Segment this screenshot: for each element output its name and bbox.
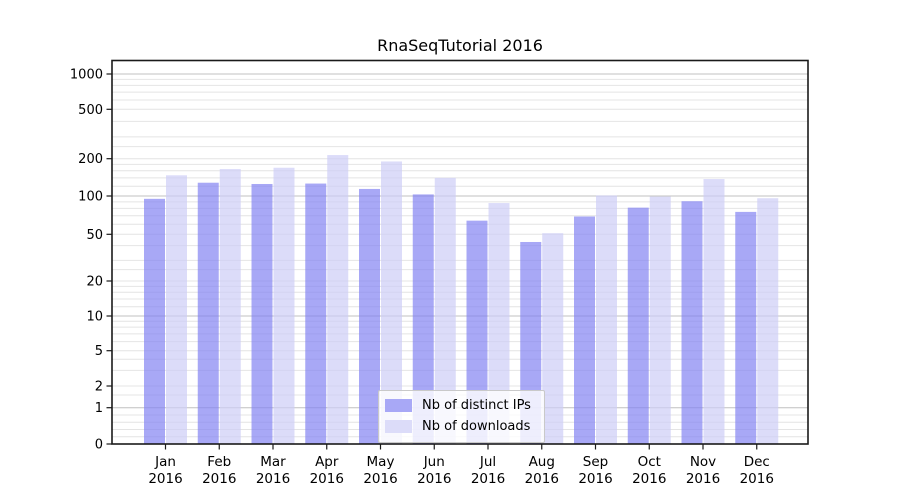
y-tick-label: 100 <box>78 190 103 205</box>
x-tick-year-apr: 2016 <box>310 471 344 487</box>
bar-jan-downloads <box>166 175 187 444</box>
x-tick-label-oct: Oct <box>638 454 661 470</box>
bar-feb-distinct-ips <box>197 182 219 445</box>
bar-jun-distinct-ips <box>412 194 434 444</box>
x-tick-label-sep: Sep <box>583 454 608 470</box>
bar-may-downloads <box>381 161 402 445</box>
bar-dec-distinct-ips <box>735 211 757 444</box>
y-tick-label: 50 <box>86 228 103 243</box>
y-tick-label: 20 <box>86 275 103 290</box>
x-tick-label-aug: Aug <box>529 454 555 470</box>
x-tick-label-nov: Nov <box>690 454 716 470</box>
bar-jul-downloads <box>488 203 510 444</box>
y-tick-label: 2 <box>95 380 103 395</box>
bar-may-distinct-ips <box>359 188 380 444</box>
legend-item-distinct-ips: Nb of distinct IPs <box>385 396 536 415</box>
legend-label-distinct-ips: Nb of distinct IPs <box>422 398 531 413</box>
bar-apr-distinct-ips <box>305 183 327 444</box>
bar-mar-downloads <box>273 167 295 444</box>
bar-nov-distinct-ips <box>681 201 703 444</box>
chart-title: RnaSeqTutorial 2016 <box>377 36 543 55</box>
bar-oct-distinct-ips <box>627 207 649 444</box>
x-tick-year-sep: 2016 <box>578 471 612 487</box>
bar-mar-distinct-ips <box>251 183 273 445</box>
bar-jul-distinct-ips <box>466 220 488 444</box>
x-tick-year-mar: 2016 <box>256 471 290 487</box>
bar-aug-downloads <box>542 233 564 444</box>
x-tick-label-feb: Feb <box>207 454 231 470</box>
bar-feb-downloads <box>219 169 241 445</box>
x-tick-year-nov: 2016 <box>686 471 720 487</box>
legend-item-downloads: Nb of downloads <box>385 417 536 436</box>
bar-apr-downloads <box>327 155 349 445</box>
y-tick-label: 200 <box>78 152 103 167</box>
x-tick-year-may: 2016 <box>363 471 397 487</box>
bar-jun-downloads <box>434 177 456 444</box>
bar-nov-downloads <box>703 179 725 444</box>
legend-swatch-distinct-ips <box>385 399 412 412</box>
x-tick-year-feb: 2016 <box>202 471 236 487</box>
x-tick-year-jul: 2016 <box>471 471 505 487</box>
y-tick-label: 1000 <box>70 68 103 83</box>
x-tick-year-dec: 2016 <box>740 471 774 487</box>
bar-sep-downloads <box>596 195 617 444</box>
x-tick-label-dec: Dec <box>744 454 770 470</box>
x-tick-label-may: May <box>367 454 395 470</box>
legend-swatch-downloads <box>385 420 412 433</box>
plot-border <box>111 59 809 445</box>
legend: Nb of distinct IPs Nb of downloads <box>378 390 545 443</box>
y-tick-label: 10 <box>86 310 103 325</box>
x-tick-year-aug: 2016 <box>525 471 559 487</box>
x-tick-year-jan: 2016 <box>148 471 182 487</box>
x-tick-label-jan: Jan <box>154 454 176 470</box>
x-tick-label-jul: Jul <box>479 454 496 470</box>
x-tick-label-jun: Jun <box>423 454 445 470</box>
bar-dec-downloads <box>757 198 779 444</box>
x-tick-label-mar: Mar <box>260 454 286 470</box>
legend-label-downloads: Nb of downloads <box>422 419 531 434</box>
bar-oct-downloads <box>649 196 671 444</box>
x-tick-year-jun: 2016 <box>417 471 451 487</box>
bar-sep-distinct-ips <box>574 216 595 444</box>
y-tick-label: 1 <box>95 401 103 416</box>
y-tick-label: 5 <box>95 344 103 359</box>
y-tick-label: 500 <box>78 103 103 118</box>
bar-jan-distinct-ips <box>144 198 165 444</box>
x-tick-year-oct: 2016 <box>632 471 666 487</box>
x-tick-label-apr: Apr <box>315 454 339 470</box>
y-tick-label: 0 <box>95 438 103 453</box>
